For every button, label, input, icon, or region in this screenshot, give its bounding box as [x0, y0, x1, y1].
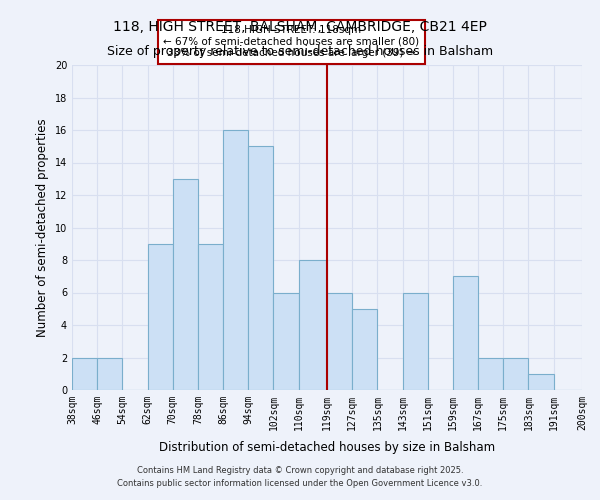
Bar — [274, 292, 299, 390]
Bar — [248, 146, 274, 390]
X-axis label: Distribution of semi-detached houses by size in Balsham: Distribution of semi-detached houses by … — [159, 441, 495, 454]
Bar — [529, 374, 554, 390]
Bar — [403, 292, 428, 390]
Y-axis label: Number of semi-detached properties: Number of semi-detached properties — [36, 118, 49, 337]
Bar — [299, 260, 327, 390]
Text: Size of property relative to semi-detached houses in Balsham: Size of property relative to semi-detach… — [107, 45, 493, 58]
Bar — [327, 292, 352, 390]
Text: 118, HIGH STREET, BALSHAM, CAMBRIDGE, CB21 4EP: 118, HIGH STREET, BALSHAM, CAMBRIDGE, CB… — [113, 20, 487, 34]
Bar — [148, 244, 173, 390]
Bar — [478, 358, 503, 390]
Bar — [223, 130, 248, 390]
Bar — [97, 358, 122, 390]
Bar — [173, 179, 198, 390]
Bar — [72, 358, 97, 390]
Bar — [453, 276, 478, 390]
Text: 118 HIGH STREET: 118sqm
← 67% of semi-detached houses are smaller (80)
33% of se: 118 HIGH STREET: 118sqm ← 67% of semi-de… — [163, 26, 419, 58]
Text: Contains HM Land Registry data © Crown copyright and database right 2025.
Contai: Contains HM Land Registry data © Crown c… — [118, 466, 482, 487]
Bar — [352, 308, 377, 390]
Bar — [198, 244, 223, 390]
Bar — [503, 358, 529, 390]
